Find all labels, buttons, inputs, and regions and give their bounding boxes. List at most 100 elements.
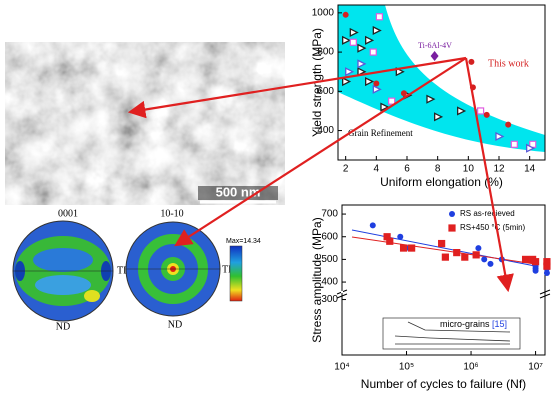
y-tick-label: 800	[317, 47, 334, 58]
axis-gap	[341, 291, 343, 293]
x-axis-label: Number of cycles to failure (Nf)	[361, 377, 526, 391]
point	[526, 143, 536, 153]
x-tick-label: 2	[343, 164, 349, 175]
pole-axis: TD	[222, 264, 235, 275]
x-tick-label: 10	[463, 164, 475, 175]
point	[342, 35, 352, 45]
arrows	[127, 56, 514, 293]
region	[338, 5, 545, 152]
inset-lines	[394, 321, 511, 345]
point	[369, 222, 376, 229]
y-tick-label: 500	[321, 254, 338, 265]
point	[357, 67, 367, 77]
y-tick-label: 600	[321, 231, 338, 242]
point	[468, 58, 475, 65]
x-tick-label: 8	[435, 164, 441, 175]
inset-label: micro-grains [15]	[440, 319, 507, 329]
x-tick-label: 10⁶	[463, 362, 478, 373]
point	[521, 255, 530, 263]
point	[342, 11, 349, 18]
y-tick-label: 400	[317, 125, 334, 136]
point	[373, 80, 380, 87]
pole-title: 0001	[58, 208, 78, 219]
point	[345, 67, 355, 77]
point	[487, 260, 494, 267]
x-axis-label: Uniform elongation (%)	[380, 175, 503, 189]
point	[399, 244, 408, 252]
scale-bg	[198, 186, 278, 200]
point	[495, 131, 505, 142]
y-tick-label: 1000	[312, 7, 335, 18]
point	[483, 111, 490, 118]
y-axis-label: Stress amplitude (MPa)	[310, 217, 324, 342]
point	[543, 262, 551, 270]
point	[477, 107, 485, 115]
y-tick-label: 700	[321, 209, 338, 220]
point	[430, 51, 439, 62]
point	[400, 90, 407, 97]
point	[349, 38, 357, 46]
point	[397, 233, 404, 240]
pole-axis: ND	[56, 321, 70, 332]
point	[388, 97, 396, 105]
point	[357, 59, 367, 69]
legend-label: RS+450 °C (5min)	[460, 223, 526, 232]
pole-figure: 0001 TD ND	[12, 208, 130, 332]
point	[408, 244, 416, 252]
point	[531, 258, 540, 266]
x-tick-label: 10⁷	[528, 362, 543, 373]
point	[505, 121, 512, 128]
micrograph	[5, 42, 285, 205]
x-tick-label: 10⁵	[399, 362, 414, 373]
point	[481, 256, 488, 263]
point	[510, 140, 518, 148]
pole-axis: ND	[168, 319, 182, 330]
point	[365, 35, 375, 45]
point	[369, 48, 377, 56]
x-tick-label: 4	[374, 164, 380, 175]
point	[372, 84, 382, 94]
x-tick-label: 10⁴	[334, 362, 349, 373]
x-tick-label: 14	[524, 164, 536, 175]
point	[475, 245, 482, 252]
point	[438, 239, 446, 248]
plot-frame	[337, 4, 546, 161]
y-tick-label: 600	[317, 86, 334, 97]
point	[386, 237, 394, 245]
point	[543, 270, 550, 276]
point	[441, 253, 449, 261]
colorbar-max: Max=14.34	[226, 238, 261, 245]
axis-break	[539, 289, 551, 299]
chart: micro-grains [15] 300 400 500 600 700 10⁴ 10⁵ 1…	[310, 204, 551, 391]
plot-frame	[341, 204, 546, 356]
point	[372, 25, 382, 36]
y-tick-label: 400	[321, 277, 338, 288]
pole-title: 10-10	[160, 208, 183, 219]
point	[349, 27, 359, 38]
point	[461, 253, 469, 261]
scale-label: 500 nm	[216, 184, 261, 199]
point	[532, 267, 539, 274]
x-tick-label: 6	[404, 164, 410, 175]
point	[457, 106, 467, 116]
point	[375, 13, 383, 21]
pole-axis: TD	[117, 265, 130, 276]
x-tick-label: 12	[493, 164, 505, 175]
point	[426, 94, 436, 104]
y-tick-label: 300	[321, 294, 338, 305]
point	[453, 249, 461, 257]
region-label: Grain Refinement	[348, 128, 413, 138]
annotation: Ti-6Al-4V	[418, 41, 452, 50]
legend-label: RS as-recieved	[460, 209, 515, 218]
point	[434, 112, 444, 122]
annotation: This work	[488, 58, 529, 69]
point	[472, 251, 480, 259]
point	[365, 76, 375, 87]
colorbar	[229, 245, 243, 302]
pole-figure: 10-10 TD ND	[125, 208, 235, 330]
point	[342, 76, 352, 87]
point	[448, 224, 456, 232]
point	[449, 211, 455, 217]
